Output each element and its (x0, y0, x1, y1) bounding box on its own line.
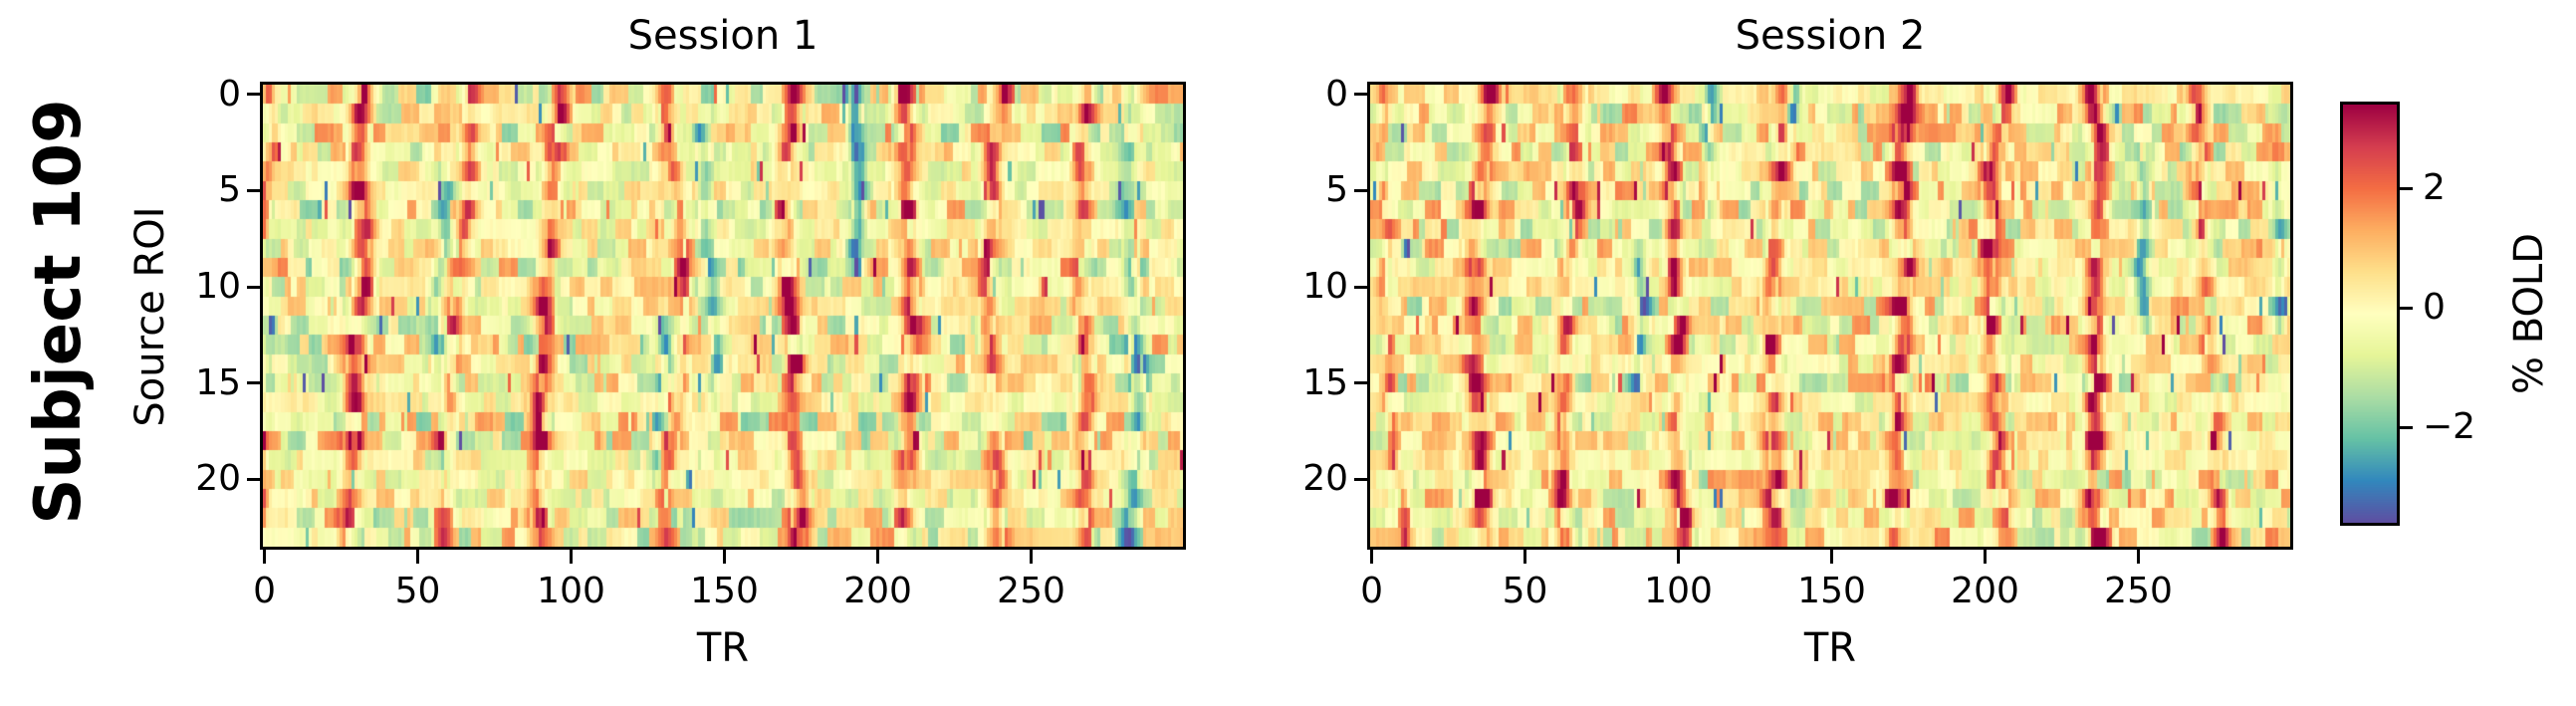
x-tick (1830, 550, 1834, 564)
colorbar-label: % BOLD (2506, 232, 2552, 395)
y-tick-label: 10 (1302, 266, 1348, 307)
x-tick-label: 200 (1951, 571, 2019, 611)
y-tick-label: 20 (195, 458, 241, 500)
y-tick (1354, 285, 1370, 289)
x-tick-label: 150 (1797, 571, 1866, 611)
subject-label: Subject 109 (22, 99, 96, 525)
y-tick (247, 285, 263, 289)
x-tick (1030, 550, 1034, 564)
panel-session-1: Session 1 TR 0 50 100 150 200 250 0 5 10 15 20 (195, 13, 1186, 671)
x-tick (1984, 550, 1988, 564)
x-tick (1370, 550, 1374, 564)
y-tick-label: 5 (1325, 169, 1348, 211)
x-tick-label: 250 (997, 571, 1065, 611)
session-2-title: Session 2 (1735, 13, 1926, 59)
colorbar: 2 0 −2 (2340, 102, 2475, 526)
y-tick-label: 15 (1302, 361, 1348, 403)
y-tick-label: 10 (195, 266, 241, 307)
x-tick (723, 550, 727, 564)
x-tick-label: 100 (1644, 571, 1713, 611)
colorbar-tick-label: 0 (2423, 287, 2446, 328)
colorbar-tick (2400, 186, 2413, 190)
x-tick-label: 50 (1502, 571, 1548, 611)
x-tick (2137, 550, 2141, 564)
y-tick (1354, 188, 1370, 192)
x-tick (1523, 550, 1527, 564)
x-tick (1677, 550, 1681, 564)
y-tick (247, 188, 263, 192)
session-2-x-axis-label: TR (1803, 625, 1857, 671)
session-1-x-axis-label: TR (696, 625, 750, 671)
session-1-heatmap (260, 82, 1186, 550)
y-tick-label: 15 (195, 361, 241, 403)
colorbar-tick-label: 2 (2423, 167, 2446, 208)
y-tick (247, 381, 263, 385)
y-tick-label: 5 (218, 169, 241, 211)
x-tick (876, 550, 880, 564)
y-tick (247, 477, 263, 481)
y-tick-label: 0 (1325, 73, 1348, 115)
colorbar-tick (2400, 425, 2413, 429)
y-tick (1354, 381, 1370, 385)
colorbar-gradient (2340, 102, 2400, 526)
y-tick (1354, 93, 1370, 97)
y-tick (1354, 477, 1370, 481)
session-1-title: Session 1 (627, 13, 819, 59)
x-tick (263, 550, 267, 564)
y-tick (247, 93, 263, 97)
x-tick-label: 150 (690, 571, 759, 611)
x-tick (416, 550, 420, 564)
x-tick-label: 0 (1360, 571, 1383, 611)
session-2-heatmap (1367, 82, 2293, 550)
x-tick-label: 250 (2104, 571, 2173, 611)
y-tick-label: 20 (1302, 458, 1348, 500)
x-tick-label: 200 (843, 571, 912, 611)
colorbar-tick-label: −2 (2423, 406, 2476, 447)
x-tick-label: 50 (394, 571, 441, 611)
colorbar-tick (2400, 306, 2413, 310)
panel-session-2: Session 2 TR 0 50 100 150 200 250 0 5 10 15 20 (1302, 13, 2293, 671)
x-tick-label: 0 (253, 571, 276, 611)
x-tick-label: 100 (537, 571, 605, 611)
y-tick-label: 0 (218, 73, 241, 115)
x-tick (570, 550, 574, 564)
